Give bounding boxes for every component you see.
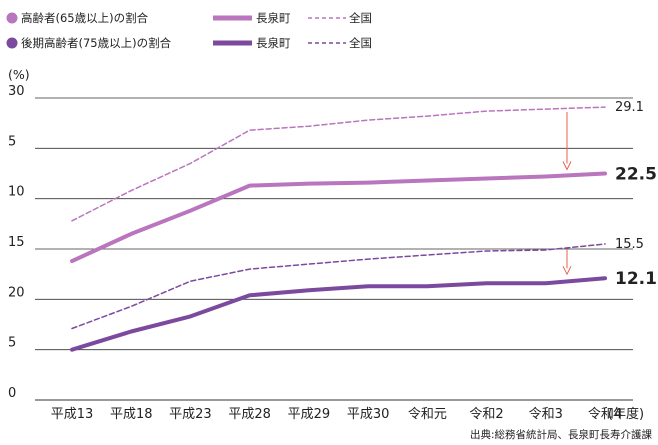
x-tick-label: 平成13 <box>51 407 94 422</box>
y-tick-label: 5 <box>8 336 16 351</box>
legend-row-75: 後期高齢者(75歳以上)の割合 長泉町 全国 <box>6 36 372 50</box>
series-line-3 <box>71 243 606 330</box>
source-note: 出典:総務省統計局、長泉町長寿介護課 <box>470 428 653 441</box>
series-line-1 <box>71 106 606 222</box>
x-tick-label: 平成28 <box>228 407 271 422</box>
legend-town-75: 長泉町 <box>256 36 291 50</box>
end-label-3: 12.1 <box>615 269 657 289</box>
y-tick-label: 5 <box>8 134 16 149</box>
end-label-0: 29.1 <box>615 100 644 115</box>
x-tick-label: 平成18 <box>110 407 153 422</box>
legend-dot-65 <box>6 12 18 24</box>
series-line-0 <box>70 171 607 264</box>
x-tick-label: 令和2 <box>469 407 503 422</box>
legend-row-65: 高齢者(65歳以上)の割合 長泉町 全国 <box>6 11 372 25</box>
legend-label-75: 後期高齢者(75歳以上)の割合 <box>21 36 172 50</box>
y-axis-ticks: 0 5 20 15 10 5 30 <box>8 84 25 401</box>
series-lines <box>70 106 607 352</box>
end-label-2: 15.5 <box>615 237 644 252</box>
arrow-head-0 <box>562 161 572 171</box>
x-tick-label: 令和元 <box>408 407 447 422</box>
x-axis-ticks: 平成13 平成18 平成23 平成28 平成29 平成30 令和元 令和2 令和3 令和4(年度) <box>51 406 644 422</box>
y-tick-label: 30 <box>8 84 25 99</box>
y-tick-label: 0 <box>8 386 16 401</box>
y-tick-label: 15 <box>8 235 25 250</box>
x-tick-label: 令和3 <box>529 407 563 422</box>
legend-national-75: 全国 <box>349 36 372 50</box>
legend-town-65: 長泉町 <box>256 11 291 25</box>
x-tick-label: 平成29 <box>288 407 331 422</box>
gridlines <box>35 97 633 401</box>
end-label-1: 22.5 <box>615 165 657 185</box>
x-tick-label: 平成23 <box>169 407 212 422</box>
series-line-2 <box>70 276 607 352</box>
arrow-head-1 <box>562 265 572 276</box>
difference-arrows <box>562 112 572 276</box>
y-axis-unit: (%) <box>8 67 30 82</box>
legend: 高齢者(65歳以上)の割合 長泉町 全国 後期高齢者(75歳以上)の割合 長泉町… <box>6 11 372 50</box>
end-labels: 29.1 22.5 15.5 12.1 <box>615 100 657 289</box>
legend-label-65: 高齢者(65歳以上)の割合 <box>21 11 149 25</box>
legend-national-65: 全国 <box>349 11 372 25</box>
x-tick-label: 平成30 <box>347 407 390 422</box>
y-tick-label: 20 <box>8 285 25 300</box>
y-tick-label: 10 <box>8 185 25 200</box>
x-tick-label: 令和4 <box>588 407 622 422</box>
legend-dot-75 <box>6 37 18 49</box>
x-axis-unit: (年度) <box>608 406 644 422</box>
